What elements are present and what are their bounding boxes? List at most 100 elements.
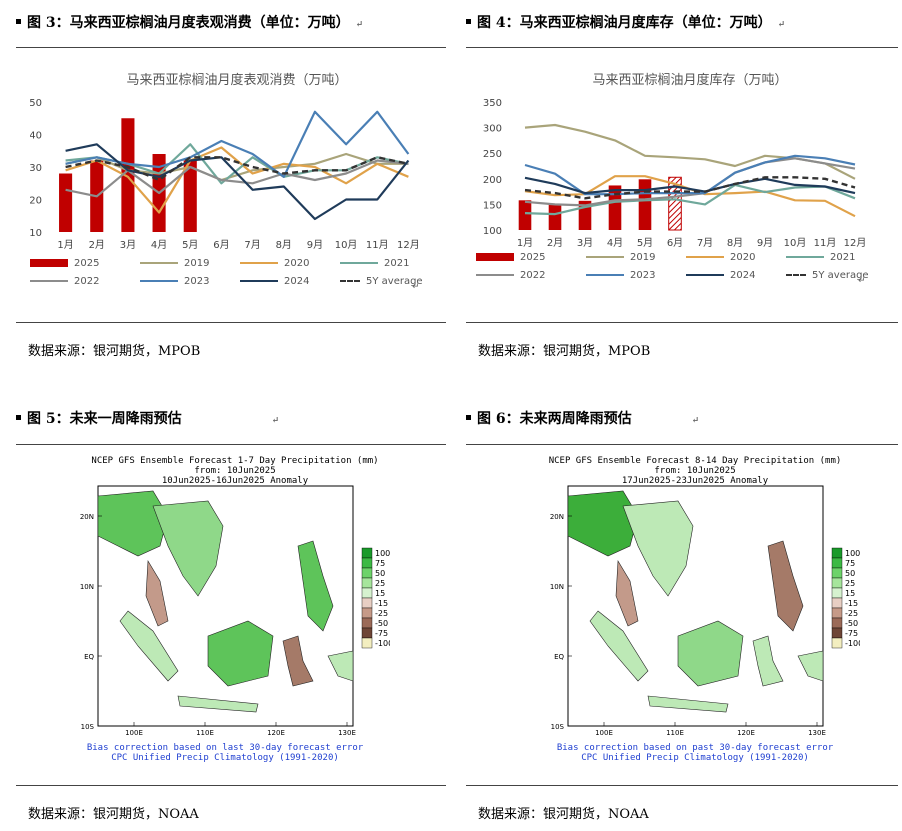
legend-item: 5Y average (786, 270, 869, 281)
lat-label: 10S (81, 723, 95, 731)
x-tick-label: 7月 (697, 237, 713, 249)
x-tick-label: 8月 (276, 239, 292, 251)
colorbar-swatch (361, 567, 373, 579)
chart-title: 马来西亚棕榈油月度库存（万吨） (592, 72, 787, 88)
fig4-chart: 马来西亚棕榈油月度库存（万吨） 100 150 200 250 300 350 1月 2月 3月 4… (483, 72, 866, 249)
series-line-5Y-average (65, 156, 409, 182)
legend-item: 2023 (586, 270, 655, 281)
paragraph-mark-icon: ↵ (271, 416, 280, 426)
legend-swatch (586, 256, 624, 258)
bar-2025-5月 (638, 179, 652, 230)
x-tick-label: 11月 (366, 239, 389, 251)
chart-title: 马来西亚棕榈油月度表观消费（万吨） (126, 72, 347, 88)
fig6-map-footer: Bias correction based on past 30-day for… (556, 743, 834, 763)
legend-item: 2024 (686, 270, 755, 281)
paragraph-mark-icon: ↵ (777, 20, 786, 30)
legend-swatch (686, 274, 724, 276)
lat-label: 20N (550, 513, 564, 521)
x-tick-label: 2月 (89, 239, 105, 251)
fig5-map-title: NCEP GFS Ensemble Forecast 1-7 Day Preci… (91, 456, 379, 486)
legend-swatch (476, 253, 514, 261)
series-line-2022 (65, 159, 409, 198)
fig4-top-rule (466, 47, 898, 48)
legend-label: 5Y average (366, 276, 423, 287)
legend-item: 2023 (140, 276, 209, 287)
colorbar-swatch (831, 547, 843, 559)
fig5-source: 数据来源：银河期货，NOAA (28, 807, 199, 822)
bar-2025-4月 (608, 185, 622, 230)
series-line-5Y-average (524, 176, 856, 200)
paragraph-mark-icon: ↵ (355, 20, 364, 30)
x-tick-label: 7月 (244, 239, 260, 251)
legend-label: 2023 (630, 270, 656, 281)
fig3-title: 图 3：马来西亚棕榈油月度表观消费（单位：万吨） ↵ (16, 12, 363, 32)
lon-label: 120E (737, 729, 755, 737)
colorbar-swatch (361, 637, 373, 649)
x-tick-label: 12月 (397, 239, 420, 251)
legend-item: 5Y average (340, 276, 423, 287)
colorbar-label: -25 (845, 609, 858, 618)
legend-label: 2021 (384, 258, 410, 269)
colorbar-swatch (361, 557, 373, 569)
legend-item: 2020 (240, 258, 309, 269)
colorbar-label: 50 (845, 569, 855, 578)
legend-item: 2022 (476, 270, 545, 281)
lat-label: 10N (80, 583, 94, 591)
x-tick-label: 3月 (120, 239, 136, 251)
lon-label: 120E (267, 729, 285, 737)
colorbar-swatch (831, 637, 843, 649)
fig3-top-rule (16, 47, 446, 48)
bar-2025-1月 (518, 200, 532, 230)
fig3-bottom-rule (16, 322, 446, 323)
series-line-2022 (524, 157, 856, 207)
legend-swatch (340, 262, 378, 264)
sumatra (589, 610, 649, 682)
legend-item: 2025 (30, 258, 99, 269)
bullet-icon (466, 18, 471, 24)
java (177, 695, 259, 713)
new-guinea-edge (327, 650, 354, 682)
fig3-source: 数据来源：银河期货，MPOB (28, 344, 201, 359)
x-tick-label: 11月 (814, 237, 837, 249)
lat-label: EQ (84, 653, 94, 661)
legend-item: 2019 (586, 252, 655, 263)
lat-label: 10S (551, 723, 565, 731)
map-land (97, 490, 354, 713)
colorbar-label: 100 (375, 549, 390, 558)
mainland-indochina-region (622, 500, 694, 597)
lon-label: 110E (196, 729, 214, 737)
x-tick-label: 8月 (727, 237, 743, 249)
y-tick-label: 200 (483, 175, 502, 186)
colorbar-swatch (831, 607, 843, 619)
lat-label: 10N (550, 583, 564, 591)
colorbar-label: 75 (845, 559, 855, 568)
x-tick-label: 6月 (213, 239, 229, 251)
legend-swatch (30, 280, 68, 282)
legend-item: 2024 (240, 276, 309, 287)
legend-swatch (30, 259, 68, 267)
legend-label: 2020 (730, 252, 756, 263)
series-line-2019 (65, 152, 409, 182)
x-tick-label: 6月 (667, 237, 683, 249)
legend-swatch (140, 280, 178, 282)
x-tick-label: 1月 (517, 237, 533, 249)
colorbar-swatch (361, 587, 373, 599)
borneo (677, 620, 744, 687)
lon-label: 110E (666, 729, 684, 737)
colorbar-label: 15 (845, 589, 855, 598)
fig6-map-title: NCEP GFS Ensemble Forecast 8-14 Day Prec… (548, 456, 842, 486)
colorbar-label: -50 (845, 619, 858, 628)
y-tick-label: 50 (30, 98, 42, 109)
legend-swatch (786, 274, 806, 276)
philippines (297, 540, 334, 632)
series-line-2024 (65, 143, 410, 221)
x-tick-label: 4月 (151, 239, 167, 251)
legend-label: 2022 (520, 270, 546, 281)
fig6-title: 图 6：未来两周降雨预估 ↵ (466, 408, 699, 428)
bar-2025-5月 (183, 160, 197, 232)
colorbar-swatch (361, 597, 373, 609)
colorbar-swatch (831, 597, 843, 609)
fig4-bottom-rule (466, 322, 898, 323)
fig6-top-rule (466, 444, 898, 445)
